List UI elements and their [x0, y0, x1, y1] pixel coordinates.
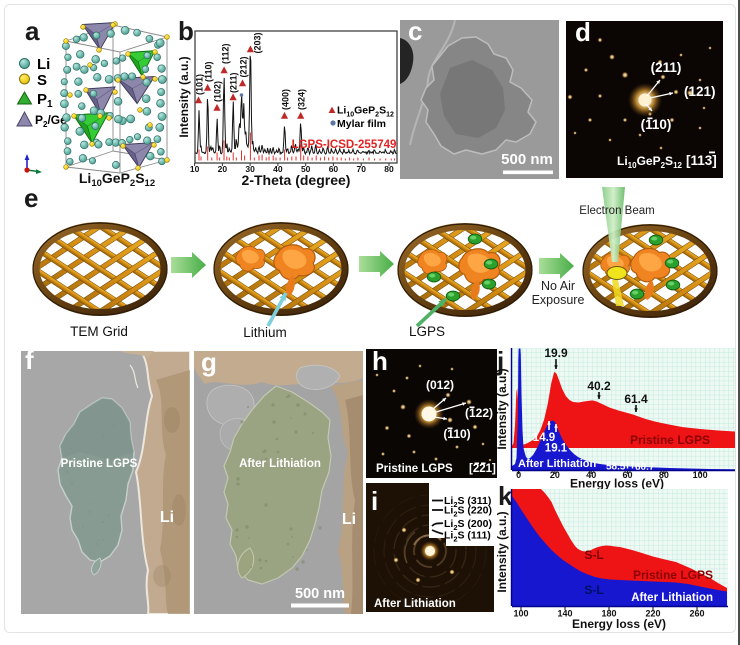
- svg-text:30: 30: [245, 164, 255, 174]
- svg-text:20: 20: [218, 164, 228, 174]
- svg-text:After Lithiation: After Lithiation: [518, 458, 596, 470]
- svg-text:b: b: [178, 16, 194, 46]
- svg-text:60: 60: [329, 164, 339, 174]
- svg-text:14.9: 14.9: [533, 432, 555, 444]
- svg-text:180: 180: [601, 609, 616, 619]
- svg-text:After Lithiation: After Lithiation: [239, 458, 321, 470]
- svg-text:10: 10: [190, 164, 200, 174]
- svg-text:60: 60: [623, 470, 633, 480]
- svg-text:Exposure: Exposure: [532, 293, 585, 307]
- svg-text:500 nm: 500 nm: [295, 586, 345, 602]
- svg-text:Li10GeP2S12: Li10GeP2S12: [337, 105, 394, 119]
- svg-text:Lithium: Lithium: [243, 325, 287, 340]
- svg-text:Electron Beam: Electron Beam: [579, 205, 654, 217]
- svg-text:f: f: [25, 345, 34, 375]
- svg-text:Li2S (311): Li2S (311): [444, 495, 491, 509]
- svg-text:After Lithiation: After Lithiation: [374, 598, 456, 610]
- svg-text:0: 0: [516, 470, 521, 480]
- svg-text:h: h: [372, 346, 388, 376]
- svg-text:(101): (101): [195, 74, 205, 95]
- svg-text:20: 20: [550, 470, 560, 480]
- svg-text:100: 100: [693, 470, 708, 480]
- svg-text:d: d: [575, 17, 591, 47]
- svg-text:Energy loss (eV): Energy loss (eV): [572, 617, 666, 631]
- svg-text:Li2S (220): Li2S (220): [444, 505, 492, 519]
- svg-text:i: i: [371, 486, 378, 516]
- svg-text:58.5: 58.5: [606, 462, 626, 473]
- svg-text:LGPS: LGPS: [409, 324, 445, 339]
- svg-text:(121): (121): [684, 84, 716, 99]
- svg-text:After Lithiation: After Lithiation: [631, 592, 713, 604]
- svg-text:Li2S (111): Li2S (111): [444, 530, 491, 544]
- svg-text:Li: Li: [160, 509, 174, 526]
- svg-text:Intensity (a.u.): Intensity (a.u.): [495, 368, 509, 449]
- svg-text:LGPS-ICSD-255749: LGPS-ICSD-255749: [292, 139, 397, 151]
- svg-text:40: 40: [273, 164, 283, 174]
- svg-text:140: 140: [557, 609, 572, 619]
- svg-text:80: 80: [659, 470, 669, 480]
- svg-text:40.2: 40.2: [587, 379, 611, 393]
- svg-text:g: g: [201, 347, 217, 377]
- svg-text:j: j: [496, 346, 504, 376]
- svg-text:(102): (102): [213, 81, 223, 102]
- svg-text:k: k: [498, 481, 513, 511]
- svg-text:No Air: No Air: [541, 279, 575, 293]
- svg-text:(203): (203): [253, 32, 263, 53]
- svg-text:P1: P1: [37, 91, 53, 110]
- svg-text:P2/Ge: P2/Ge: [35, 113, 67, 129]
- svg-text:(110): (110): [641, 117, 672, 132]
- svg-text:e: e: [24, 183, 38, 213]
- svg-text:60.7: 60.7: [635, 462, 655, 473]
- svg-text:Li10GeP2S12: Li10GeP2S12: [79, 170, 155, 189]
- svg-text:[113]: [113]: [686, 153, 717, 168]
- svg-text:61.4: 61.4: [624, 392, 648, 406]
- svg-text:Li10GeP2S12: Li10GeP2S12: [617, 154, 683, 170]
- svg-text:Intensity (a.u.): Intensity (a.u.): [177, 56, 191, 137]
- svg-text:Li2S (200): Li2S (200): [444, 518, 492, 532]
- svg-text:220: 220: [645, 609, 660, 619]
- svg-text:S: S: [37, 72, 47, 89]
- svg-text:Mylar film: Mylar film: [337, 118, 386, 130]
- svg-text:260: 260: [689, 609, 704, 619]
- svg-text:19.9: 19.9: [544, 346, 568, 360]
- svg-text:Pristine LGPS: Pristine LGPS: [630, 433, 710, 447]
- svg-text:2-Theta (degree): 2-Theta (degree): [242, 172, 351, 188]
- svg-text:(324): (324): [297, 89, 307, 110]
- svg-text:Energy loss (eV): Energy loss (eV): [570, 477, 664, 491]
- svg-text:Intensity (a.u.): Intensity (a.u.): [495, 511, 509, 592]
- svg-text:a: a: [25, 16, 40, 46]
- svg-text:Li: Li: [37, 56, 50, 73]
- svg-text:Pristine LGPS: Pristine LGPS: [376, 463, 453, 475]
- svg-text:(110): (110): [443, 427, 470, 441]
- svg-text:70: 70: [356, 164, 366, 174]
- svg-text:(012): (012): [426, 378, 454, 392]
- svg-text:50: 50: [301, 164, 311, 174]
- svg-text:100: 100: [513, 609, 528, 619]
- svg-text:500 nm: 500 nm: [501, 151, 553, 168]
- svg-text:Li: Li: [342, 511, 356, 528]
- svg-text:(400): (400): [281, 89, 291, 110]
- svg-text:40: 40: [586, 470, 596, 480]
- svg-text:(122): (122): [465, 406, 493, 420]
- svg-text:(211): (211): [651, 60, 682, 75]
- svg-text:c: c: [408, 16, 422, 46]
- svg-text:[221]: [221]: [469, 463, 496, 475]
- svg-text:Pristine LGPS: Pristine LGPS: [61, 458, 138, 470]
- svg-text:(211): (211): [229, 72, 239, 93]
- svg-text:(112): (112): [221, 43, 231, 64]
- svg-text:19.1: 19.1: [545, 443, 568, 455]
- svg-text:(212): (212): [239, 56, 249, 77]
- svg-text:Pristine LGPS: Pristine LGPS: [633, 568, 713, 582]
- svg-text:(110): (110): [204, 61, 214, 82]
- svg-text:S-L: S-L: [584, 548, 603, 562]
- svg-text:S-L: S-L: [584, 583, 603, 597]
- svg-text:TEM Grid: TEM Grid: [70, 324, 128, 339]
- svg-text:80: 80: [384, 164, 394, 174]
